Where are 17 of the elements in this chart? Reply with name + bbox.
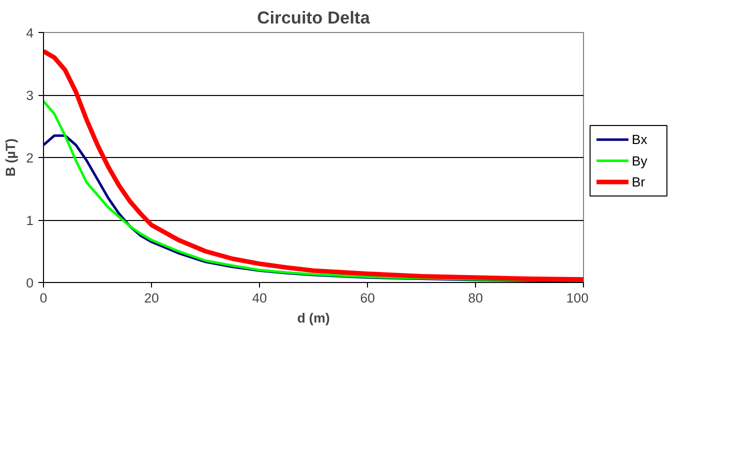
- x-tick-label: 100: [566, 290, 589, 306]
- x-axis-title: d (m): [297, 310, 330, 326]
- y-axis-title: B (µT): [3, 138, 18, 177]
- x-tick-label: 80: [468, 290, 483, 306]
- legend-label: Br: [632, 174, 646, 190]
- y-tick-label: 1: [26, 213, 34, 228]
- chart-title: Circuito Delta: [257, 8, 370, 28]
- y-tick-label: 0: [26, 276, 34, 290]
- x-tick-label: 20: [144, 290, 159, 306]
- legend-label: Bx: [632, 132, 648, 148]
- y-tick-label: 2: [26, 150, 34, 166]
- x-tick-label: 40: [252, 290, 267, 306]
- x-tick-label: 60: [360, 290, 375, 306]
- y-tick-label: 4: [26, 26, 34, 40]
- y-tick-label: 3: [26, 88, 34, 103]
- x-tick-label: 0: [40, 290, 48, 306]
- legend-label: By: [632, 153, 648, 168]
